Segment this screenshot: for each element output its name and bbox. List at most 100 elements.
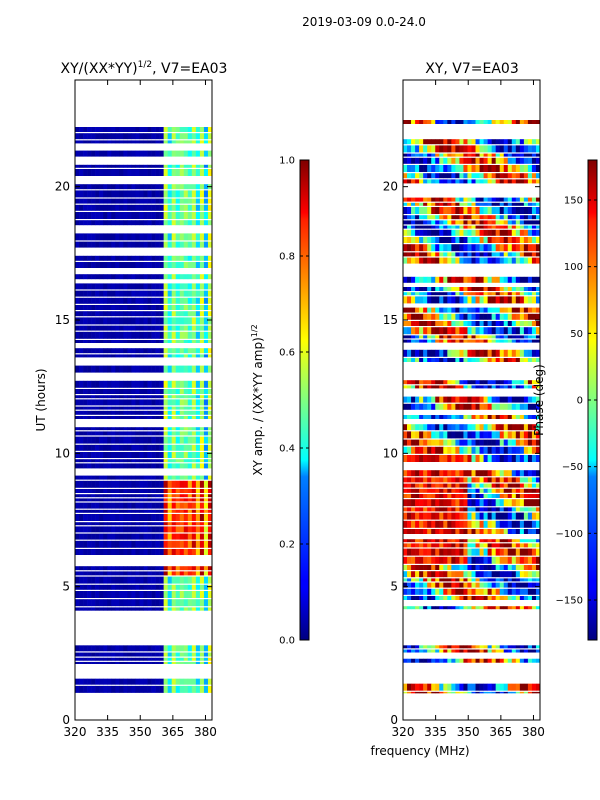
phase-y-tick-label: 10 [383, 446, 398, 460]
amplitude-heatmap-cell [151, 522, 156, 526]
phase-heatmap-cell [523, 596, 529, 600]
amplitude-heatmap-cell [151, 475, 156, 480]
phase-heatmap-cell [495, 499, 501, 507]
amplitude-heatmap-cell [195, 489, 201, 493]
amplitude-heatmap-cell [171, 283, 177, 290]
phase-heatmap-cell [463, 296, 468, 304]
phase-heatmap-cell [451, 237, 456, 243]
amplitude-heatmap-cell [115, 427, 120, 431]
phase-heatmap-cell [427, 649, 432, 653]
phase-heatmap-cell [431, 313, 436, 320]
amplitude-heatmap-cell [87, 198, 92, 204]
amplitude-heatmap-cell [171, 212, 177, 219]
phase-heatmap-cell [443, 339, 448, 343]
phase-heatmap-cell [439, 520, 444, 528]
amplitude-heatmap-cell [151, 459, 156, 463]
amplitude-heatmap-cell [151, 399, 156, 406]
amplitude-heatmap-cell [75, 325, 80, 331]
amplitude-heatmap-cell [119, 406, 124, 410]
phase-heatmap-cell [407, 165, 412, 172]
phase-heatmap-cell [403, 307, 408, 313]
phase-heatmap-cell [491, 596, 496, 600]
amplitude-heatmap-cell [151, 169, 156, 176]
amplitude-heatmap-cell [167, 311, 173, 317]
phase-heatmap-cell [475, 683, 480, 691]
amplitude-heatmap-cell [191, 204, 197, 211]
phase-heatmap-cell [419, 276, 424, 283]
phase-heatmap-cell [483, 220, 488, 225]
amplitude-heatmap-cell [131, 190, 136, 198]
phase-heatmap-cell [451, 512, 456, 520]
amplitude-heatmap-cell [87, 317, 92, 325]
amplitude-heatmap-cell [127, 591, 132, 598]
phase-heatmap-cell [515, 165, 521, 172]
amplitude-heatmap-cell [107, 652, 112, 657]
amplitude-heatmap-cell [163, 540, 168, 548]
amplitude-heatmap-cell [151, 463, 156, 469]
amplitude-heatmap-cell [171, 133, 177, 140]
phase-heatmap-cell [495, 145, 501, 153]
phase-heatmap-cell [447, 396, 452, 403]
phase-heatmap-cell [427, 470, 432, 477]
amplitude-heatmap-cell [175, 150, 181, 157]
phase-heatmap-cell [487, 335, 492, 339]
phase-heatmap-cell [443, 455, 448, 462]
phase-heatmap-cell [419, 215, 424, 220]
amplitude-heatmap-cell [123, 395, 128, 399]
phase-heatmap-cell [431, 483, 436, 488]
phase-heatmap-cell [479, 349, 484, 357]
amplitude-heatmap-cell [191, 133, 197, 140]
amplitude-heatmap-cell [159, 311, 164, 317]
amplitude-heatmap-cell [119, 127, 124, 132]
phase-heatmap-cell [455, 157, 460, 164]
amplitude-heatmap-cell [199, 164, 205, 168]
amplitude-heatmap-cell [155, 549, 160, 555]
phase-heatmap-cell [403, 207, 408, 214]
phase-heatmap-cell [527, 165, 533, 172]
phase-heatmap-cell [447, 424, 452, 431]
phase-heatmap-cell [495, 606, 501, 610]
amplitude-heatmap-cell [199, 540, 205, 548]
amplitude-heatmap-cell [87, 410, 92, 415]
phase-heatmap-cell [507, 220, 513, 225]
phase-heatmap-cell [455, 257, 460, 264]
phase-heatmap-cell [415, 339, 420, 343]
phase-heatmap-cell [411, 470, 416, 477]
phase-heatmap-cell [471, 415, 476, 419]
phase-heatmap-cell [503, 385, 509, 389]
phase-heatmap-cell [415, 606, 420, 610]
phase-heatmap-cell [519, 488, 525, 493]
amplitude-heatmap-cell [151, 190, 156, 198]
phase-heatmap-cell [527, 649, 533, 653]
amplitude-heatmap-cell [115, 399, 120, 406]
phase-heatmap-cell [511, 244, 517, 252]
amplitude-heatmap-cell [183, 241, 189, 248]
phase-heatmap-cell [487, 691, 492, 694]
amplitude-heatmap-cell [195, 220, 201, 226]
phase-heatmap-cell [483, 252, 488, 257]
phase-heatmap-cell [403, 385, 408, 389]
phase-heatmap-cell [451, 335, 456, 339]
amplitude-heatmap-cell [119, 678, 124, 685]
phase-heatmap-cell [443, 403, 448, 410]
phase-heatmap-cell [435, 165, 440, 172]
amplitude-heatmap-cell [75, 262, 80, 268]
phase-heatmap-cell [415, 477, 420, 483]
amplitude-heatmap-cell [83, 452, 88, 458]
amplitude-heatmap-cell [107, 325, 112, 331]
amplitude-heatmap-cell [99, 498, 104, 502]
amplitude-heatmap-cell [147, 389, 152, 394]
amplitude-heatmap-cell [171, 340, 177, 343]
phase-heatmap-cell [511, 292, 517, 296]
amplitude-heatmap-cell [115, 599, 120, 607]
amplitude-heatmap-cell [127, 459, 132, 463]
amplitude-heatmap-cell [191, 584, 197, 590]
phase-heatmap-cell [487, 380, 492, 385]
amplitude-heatmap-cell [115, 317, 120, 325]
amplitude-heatmap-cell [147, 463, 152, 469]
amplitude-heatmap-cell [131, 380, 136, 388]
amplitude-heatmap-cell [167, 255, 173, 261]
phase-axes-frame [402, 79, 541, 721]
amplitude-heatmap-cell [195, 389, 201, 394]
amplitude-heatmap-cell [199, 133, 205, 140]
